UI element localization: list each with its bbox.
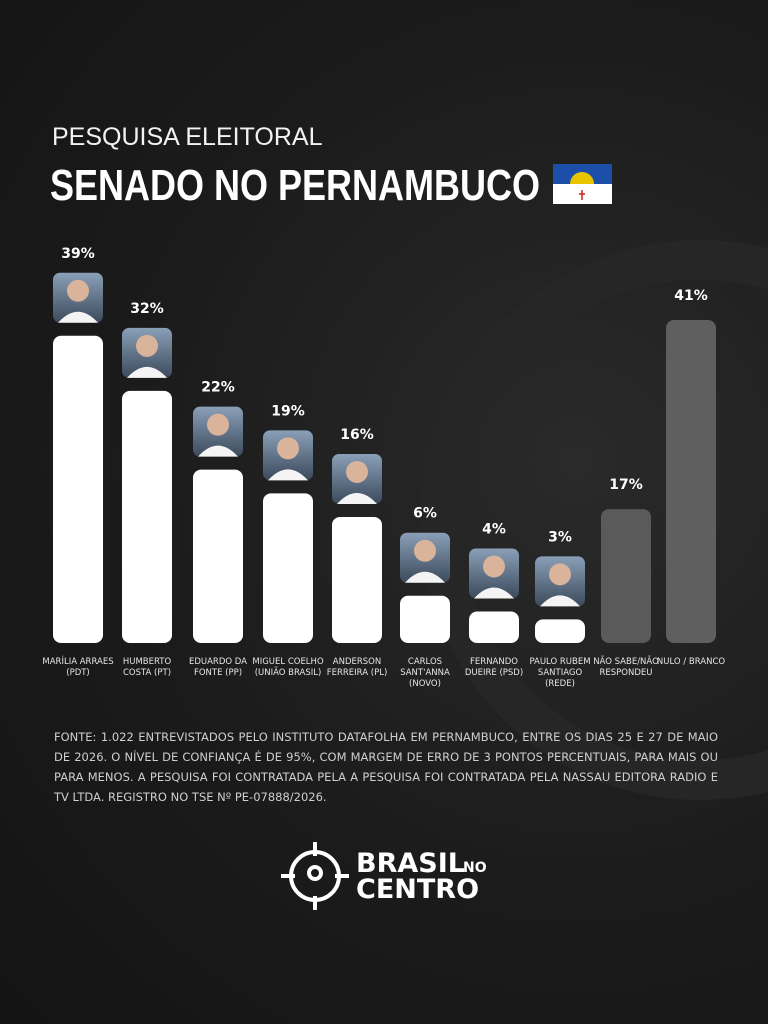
photo-body <box>474 587 514 599</box>
bar <box>400 595 450 643</box>
category-label: PAULO RUBEM SANTIAGO (REDE) <box>529 657 591 689</box>
logo-icon <box>281 842 349 910</box>
bar <box>263 493 313 643</box>
photo-head <box>67 279 89 302</box>
category-label: MARÍLIA ARRAES (PDT) <box>42 657 114 678</box>
bar <box>122 390 172 643</box>
category-label: ANDERSON FERREIRA (PL) <box>326 657 388 678</box>
bar <box>535 619 585 643</box>
brand-name: BRASIL <box>356 848 465 879</box>
photo-head <box>207 413 229 436</box>
value-label: 6% <box>413 506 437 522</box>
photo-body <box>58 311 98 323</box>
title: SENADO NO PERNAMBUCO <box>50 161 540 210</box>
bar <box>53 335 103 643</box>
category-label: FERNANDO DUEIRE (PSD) <box>464 657 524 678</box>
photo-head <box>277 437 299 460</box>
photo-head <box>414 539 436 562</box>
flag <box>553 164 612 204</box>
value-label: 17% <box>609 477 643 493</box>
bar <box>666 320 716 643</box>
category-label: MIGUEL COELHO (UNIÃO BRASIL) <box>252 657 324 678</box>
value-label: 39% <box>61 246 95 262</box>
bar <box>332 516 382 643</box>
bar <box>469 611 519 643</box>
category-label: NULO / BRANCO <box>656 657 726 667</box>
value-label: 19% <box>271 403 305 419</box>
value-label: 22% <box>201 380 235 396</box>
bar <box>601 509 651 643</box>
photo-body <box>405 571 445 583</box>
photo-body <box>198 445 238 457</box>
photo-head <box>136 334 158 357</box>
subtitle: PESQUISA ELEITORAL <box>52 123 323 151</box>
photo-head <box>346 460 368 483</box>
value-label: 4% <box>482 521 506 537</box>
category-label: CARLOS SANT'ANNA (NOVO) <box>400 657 450 689</box>
photo-body <box>127 366 167 378</box>
brand-connector: NO <box>463 860 487 876</box>
bar <box>193 469 243 643</box>
brand-name-2: CENTRO <box>356 874 479 905</box>
photo-head <box>549 563 571 586</box>
photo-body <box>540 595 580 607</box>
photo-body <box>337 492 377 504</box>
category-label: NÃO SABE/NÃO RESPONDEU <box>593 657 659 678</box>
category-label: HUMBERTO COSTA (PT) <box>122 657 172 678</box>
photo-head <box>483 555 505 578</box>
value-label: 16% <box>340 427 374 443</box>
photo-body <box>268 469 308 481</box>
value-label: 3% <box>548 529 572 545</box>
bg-ring <box>420 240 768 800</box>
category-label: EDUARDO DA FONTE (PP) <box>188 657 247 678</box>
value-label: 32% <box>130 301 164 317</box>
footnote: FONTE: 1.022 ENTREVISTADOS PELO INSTITUT… <box>54 730 718 804</box>
value-label: 41% <box>674 288 708 304</box>
